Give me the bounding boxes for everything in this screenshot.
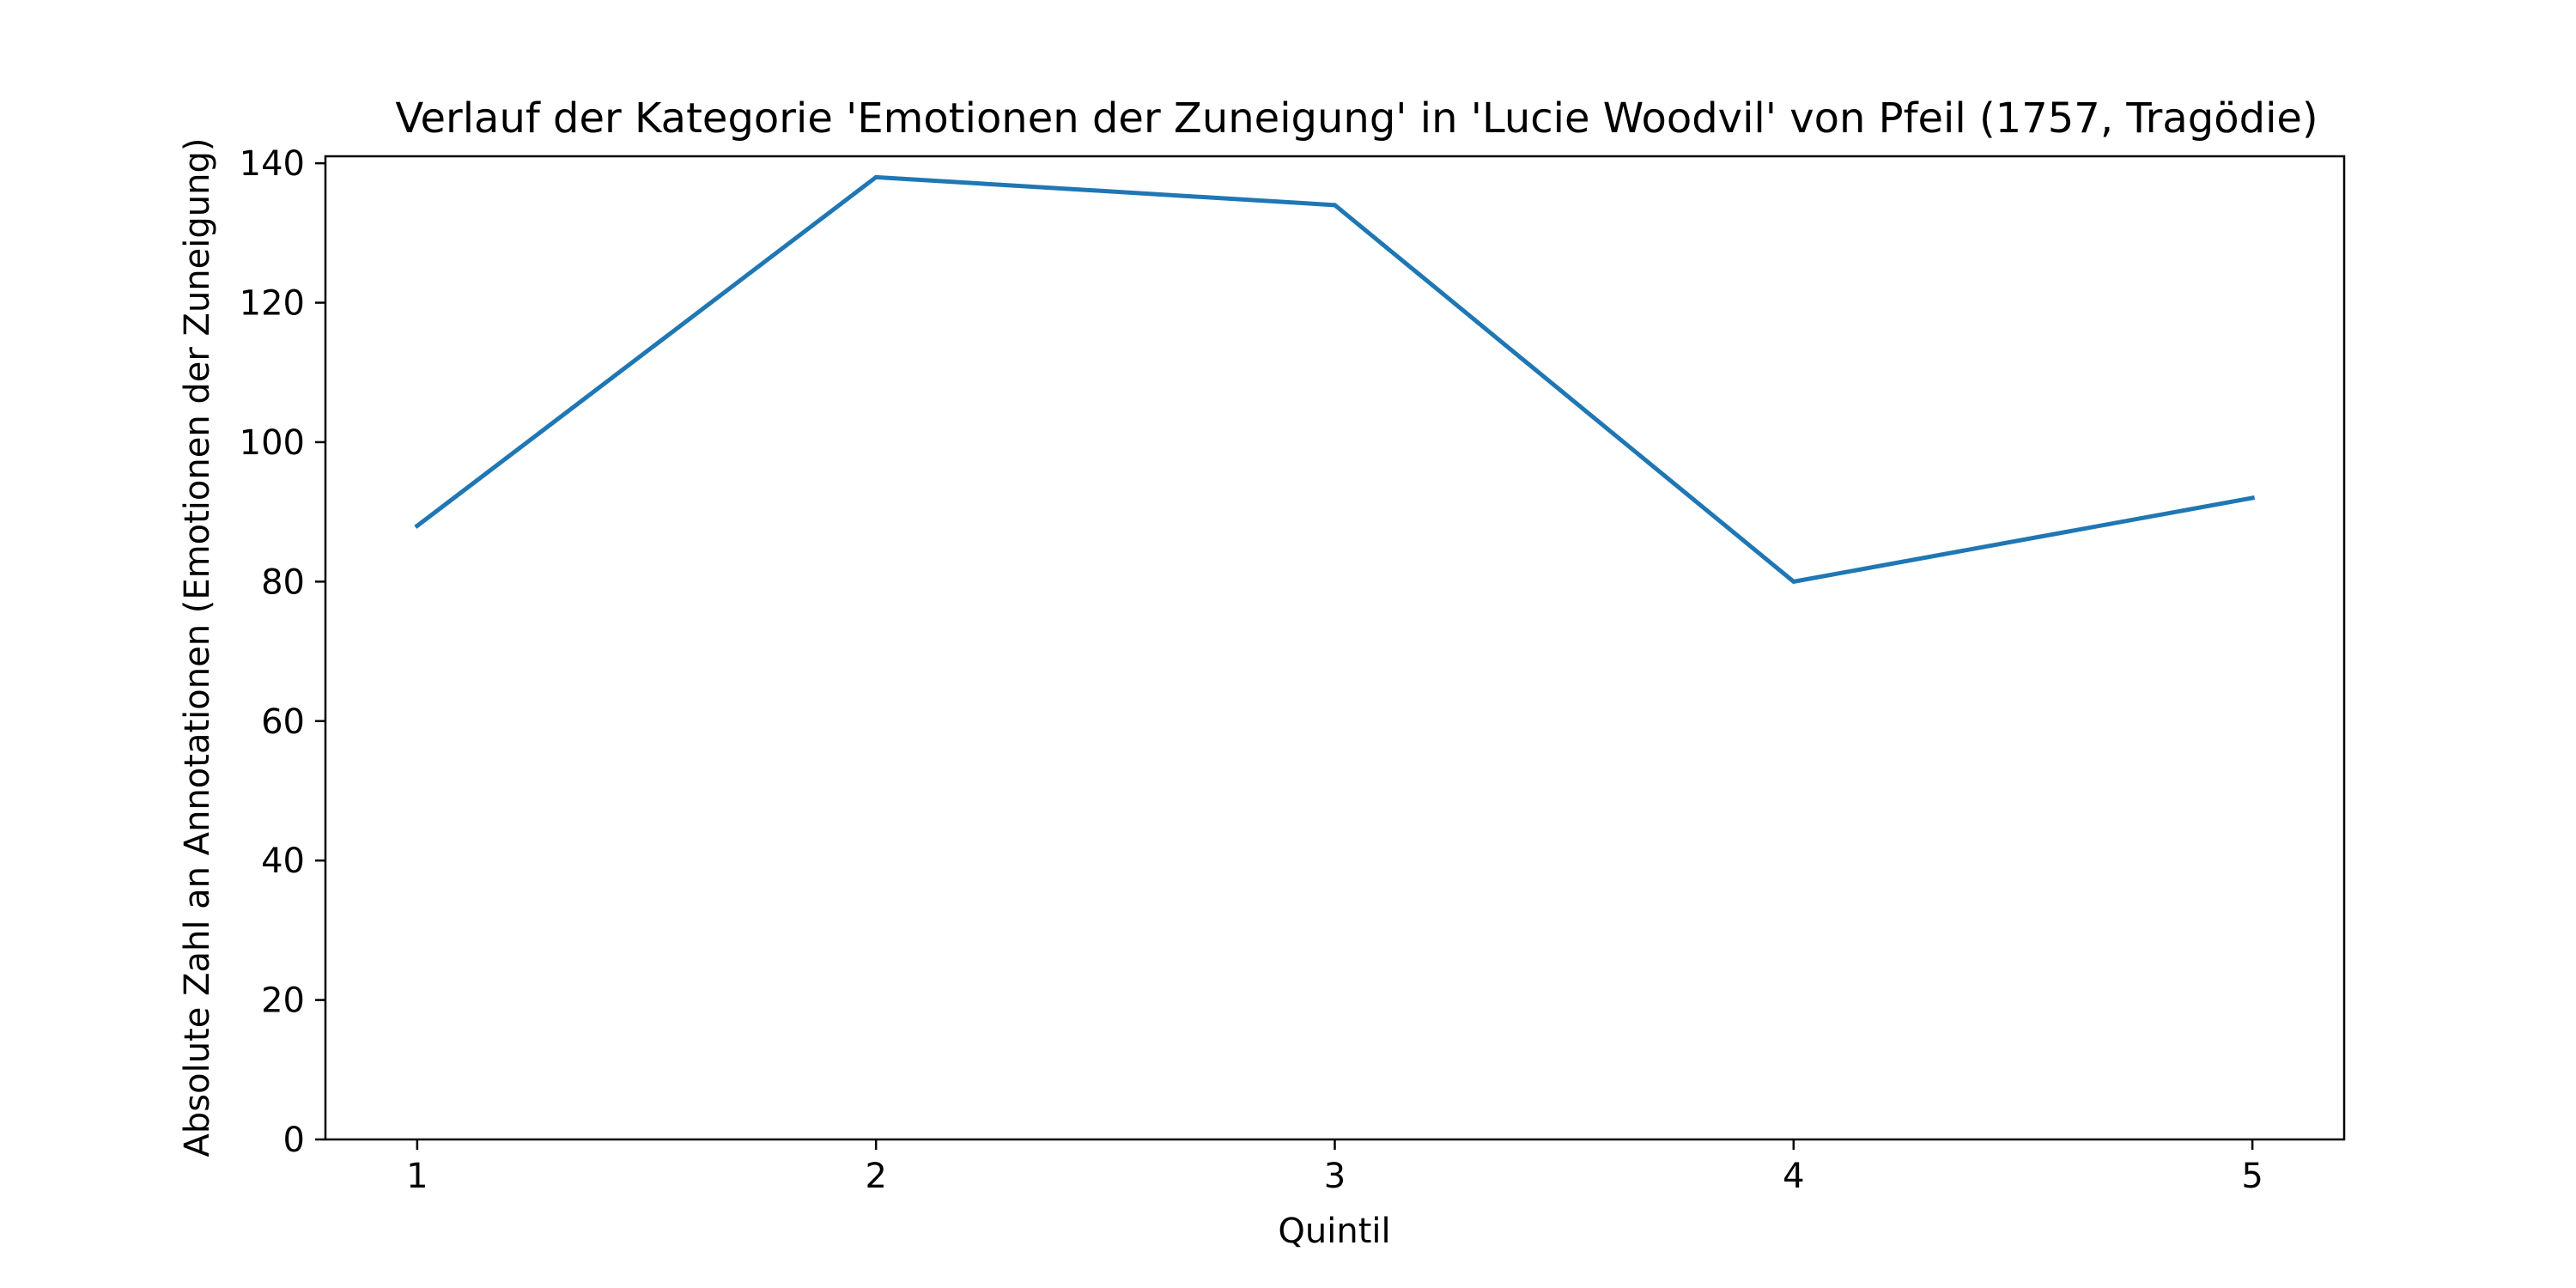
data-point xyxy=(415,523,420,528)
y-tick-label: 40 xyxy=(261,841,305,881)
y-axis-label: Absolute Zahl an Annotationen (Emotionen… xyxy=(178,138,217,1157)
x-tick-label: 5 xyxy=(2241,1157,2263,1196)
y-axis: 0 20 40 60 80 100 120 140 xyxy=(240,144,325,1160)
y-tick-label: 140 xyxy=(240,144,305,184)
data-point xyxy=(2250,495,2255,501)
chart-title: Verlauf der Kategorie 'Emotionen der Zun… xyxy=(395,94,2318,143)
x-tick-label: 3 xyxy=(1324,1157,1346,1196)
y-tick-label: 120 xyxy=(240,284,305,324)
data-point xyxy=(1791,579,1796,584)
y-tick-label: 0 xyxy=(283,1121,305,1160)
plot-area xyxy=(324,155,2346,1141)
data-point xyxy=(1333,203,1337,208)
x-tick-label: 4 xyxy=(1783,1157,1804,1196)
x-tick-label: 1 xyxy=(406,1157,428,1196)
x-axis-label: Quintil xyxy=(1278,1212,1390,1251)
y-tick-label: 80 xyxy=(261,562,305,602)
y-tick-label: 20 xyxy=(261,981,305,1021)
x-tick-label: 2 xyxy=(865,1157,886,1196)
series-layer xyxy=(414,174,2256,584)
data-point xyxy=(873,174,878,179)
y-tick-label: 100 xyxy=(240,423,305,463)
y-tick-label: 60 xyxy=(261,702,305,742)
x-axis: 1 2 3 4 5 xyxy=(406,1139,2263,1196)
